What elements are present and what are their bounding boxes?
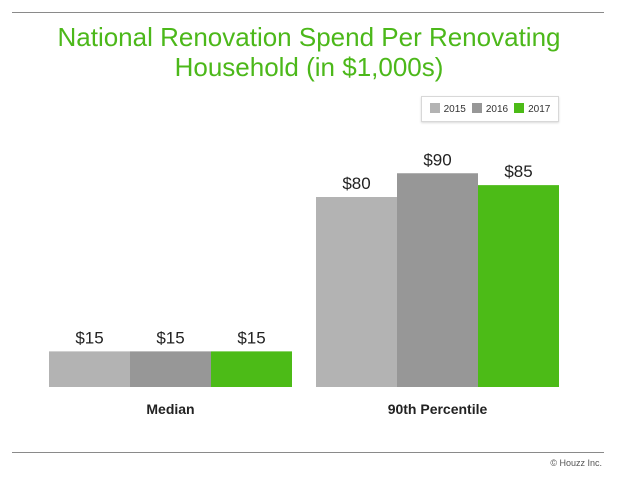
bar-2015 [316,197,397,387]
legend-swatch [429,103,440,113]
legend-item-2016: 2016 [471,103,509,115]
data-label: $85 [504,162,532,181]
data-label: $90 [423,150,451,169]
bar-2017 [478,185,559,387]
title-line-1: National Renovation Spend Per Renovating [57,22,561,52]
bar-2017 [211,351,292,387]
category-label: Median [146,401,194,417]
legend-swatch [471,103,482,113]
bar-2016 [397,173,478,387]
data-label: $15 [237,328,265,347]
data-label: $80 [342,174,370,193]
category-label: 90th Percentile [388,401,488,417]
legend-item-2017: 2017 [514,103,550,115]
bar-2015 [49,351,130,387]
bar-2016 [130,351,211,387]
legend-label: 2017 [528,104,551,115]
chart-title: National Renovation Spend Per Renovating… [0,22,618,82]
legend-label: 2016 [485,104,509,115]
legend-label: 2015 [443,104,466,115]
legend: 2015 2016 2017 [421,96,559,122]
legend-swatch [514,103,525,113]
bottom-divider [12,452,604,453]
top-divider [12,12,604,13]
legend-item-2015: 2015 [429,103,466,115]
data-label: $15 [156,328,184,347]
title-line-2: Household (in $1,000s) [174,52,444,82]
copyright: © Houzz Inc. [550,458,602,468]
data-label: $15 [75,328,103,347]
